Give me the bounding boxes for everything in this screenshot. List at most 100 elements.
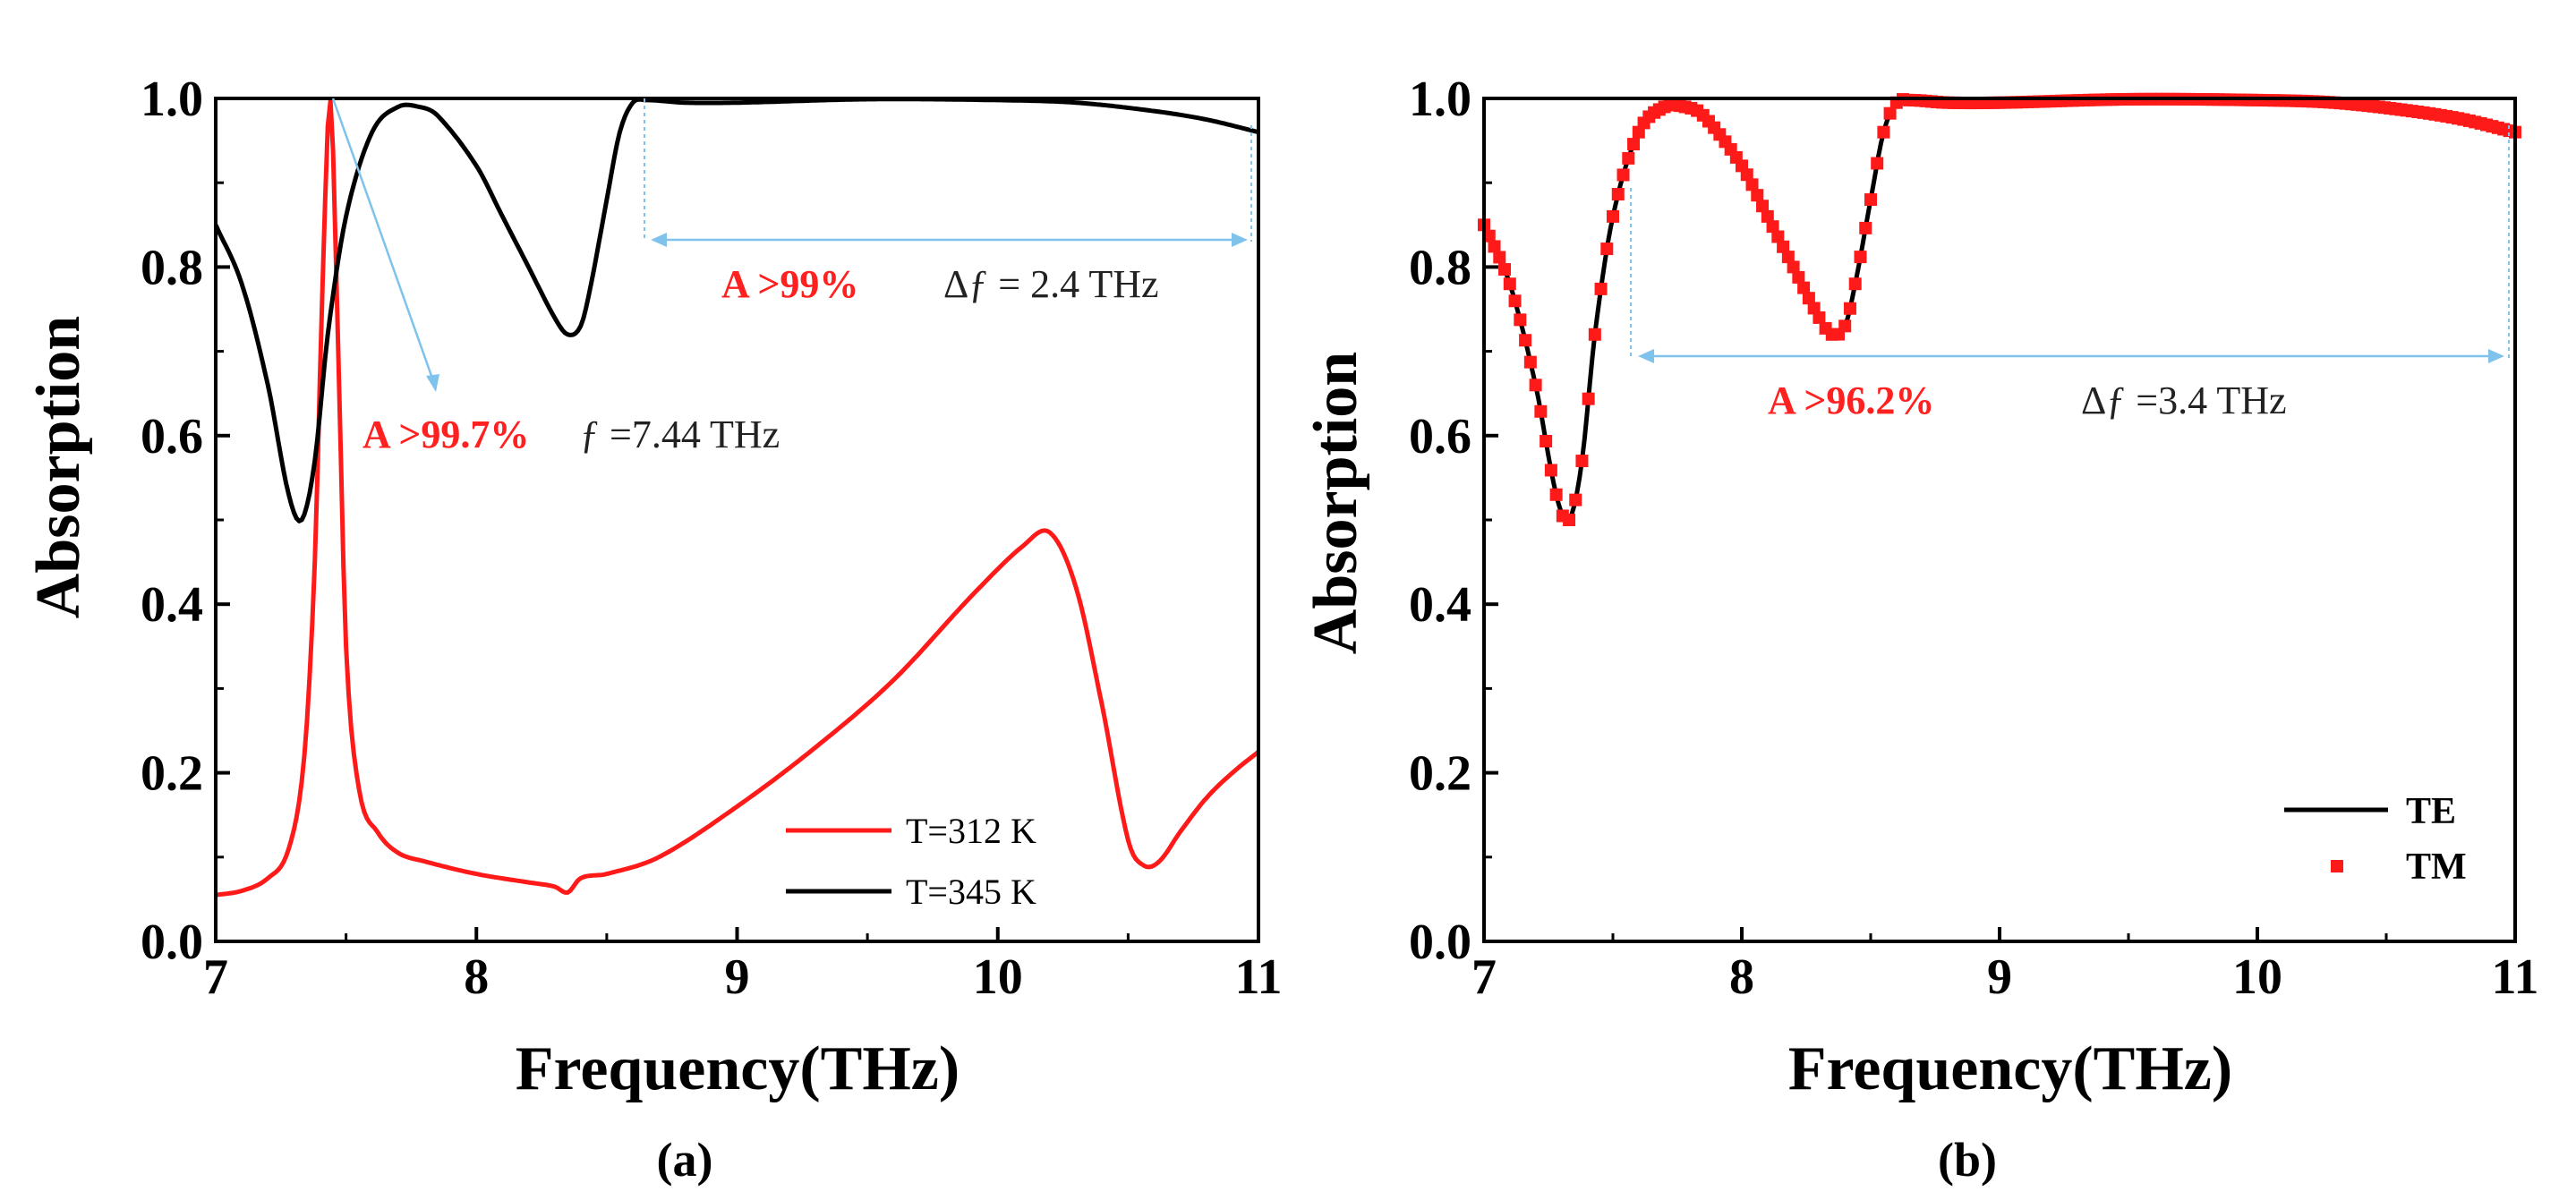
panel-b-legend-swatch-tm [2331, 860, 2343, 872]
panel-a-annotation-peak-frequency: ƒ =7.44 THz [580, 413, 780, 456]
panel-b-series-tm-marker [1864, 193, 1877, 207]
panel-b-series-tm-marker [1588, 328, 1601, 341]
panel-b-series-tm-marker [1877, 125, 1890, 139]
panel-b-annotation-band-value: A >96.2% [1768, 379, 1934, 422]
panel-b-ylabel: Absorption [1301, 352, 1370, 654]
panel-b-series-tm-marker [1503, 277, 1516, 291]
panel-b-series-tm-marker [1756, 200, 1770, 213]
panel-b-series-tm-marker [1792, 270, 1805, 284]
panel-a-x-tick-label: 7 [203, 949, 228, 1005]
panel-b-series-tm-marker [1594, 282, 1608, 295]
panel-a-legend: T=312 K T=345 K [786, 811, 1036, 912]
panel-b-legend-label-tm: TM [2406, 847, 2467, 888]
panel-b-series-tm-marker [1797, 281, 1811, 294]
panel-b-legend: TE TM [2284, 791, 2467, 888]
panel-b-series-tm-marker [1761, 209, 1774, 223]
panel-b-series-tm-marker [1488, 240, 1501, 253]
panel-b-series-tm-marker [1582, 392, 1595, 405]
panel-b-series-tm-marker [1777, 240, 1790, 253]
panel-b-series-tm-marker [1534, 404, 1548, 418]
panel-b-series-tm-marker [1616, 168, 1630, 182]
panel-b-series-tm-marker [1569, 493, 1582, 506]
panel-b-bandwidth-arrowhead-left [1638, 349, 1654, 363]
panel-a-y-tick-label: 1.0 [141, 72, 203, 127]
panel-b-annotation-band-width: Δƒ =3.4 THz [2081, 379, 2287, 422]
panel-a-x-tick-label: 10 [973, 949, 1023, 1005]
panel-b-series-tm-marker [1813, 311, 1826, 324]
panel-a: Absorption Frequency(THz) (a) 7 8 9 10 11 0.0… [24, 72, 1282, 1187]
panel-b-series-tm-marker [1627, 138, 1641, 151]
panel-a-legend-label-312k: T=312 K [906, 811, 1036, 851]
panel-b-y-tick-label: 0.0 [1409, 915, 1471, 970]
panel-b-series-tm-marker [1871, 157, 1884, 170]
panel-a-label: (a) [657, 1133, 713, 1187]
panel-b-x-tick-label: 7 [1471, 949, 1497, 1005]
panel-b-series-tm-marker [1622, 151, 1635, 165]
panel-b-series-tm-marker [1854, 251, 1867, 264]
panel-a-series-t-345-k-line [213, 97, 1259, 523]
panel-b-label: (b) [1938, 1133, 1997, 1187]
panel-b-series-tm-marker [1802, 292, 1815, 305]
panel-b-series-tm-marker [1883, 106, 1897, 120]
panel-a-annotation-band-width: Δƒ = 2.4 THz [943, 262, 1159, 306]
panel-b-series-tm-marker [1514, 313, 1527, 327]
panel-b-series-tm-marker [1523, 355, 1537, 369]
panel-b-series-tm-marker [1611, 188, 1625, 201]
panel-b-series-tm-marker [1493, 251, 1506, 264]
panel-b-series-tm-marker [1787, 260, 1800, 274]
panel-b: Absorption Frequency(THz) (b) 7 8 9 10 11 0.0… [1301, 72, 2538, 1187]
panel-b-series-tm-marker [1771, 230, 1785, 243]
panel-b-frame [1482, 97, 2517, 943]
panel-b-series-tm-marker [1508, 294, 1522, 308]
panel-a-arrow-peak [331, 98, 438, 389]
panel-b-series-tm-marker [1600, 243, 1614, 256]
panel-a-frame [214, 97, 1260, 943]
panel-b-series-te-line [1481, 97, 2516, 523]
panel-b-series-tm-marker [1519, 334, 1532, 347]
panel-b-series-tm-marker [1745, 178, 1759, 191]
panel-a-legend-label-345k: T=345 K [906, 872, 1036, 912]
panel-b-series-tm-marker [1540, 434, 1553, 447]
panel-a-series-t-312-k-line [215, 98, 1260, 898]
panel-b-series-tm-marker [1549, 488, 1563, 501]
panel-a-x-tick-label: 9 [725, 949, 750, 1005]
panel-b-series-tm-marker [1607, 209, 1619, 223]
panel-a-bandwidth-arrowhead-left [651, 233, 667, 247]
panel-a-x-tick-label: 8 [464, 949, 489, 1005]
panel-b-series-tm-marker [1544, 464, 1557, 477]
panel-b-series-tm-marker [1751, 189, 1764, 202]
panel-a-y-tick-label: 0.0 [141, 915, 203, 970]
panel-b-x-tick-label: 10 [2232, 949, 2282, 1005]
panel-b-series-tm-marker [1498, 263, 1512, 277]
panel-b-y-tick-label: 0.8 [1409, 240, 1471, 295]
panel-b-x-tick-label: 9 [1987, 949, 2012, 1005]
panel-b-y-tick-label: 0.6 [1409, 409, 1471, 464]
panel-a-y-tick-label: 0.2 [141, 746, 203, 802]
panel-b-series-tm-marker [1482, 229, 1496, 243]
panel-b-series-tm-marker [1740, 168, 1753, 182]
panel-b-series-tm-marker [1575, 455, 1589, 468]
panel-b-series-tm-marker [1838, 319, 1852, 333]
panel-b-x-tick-label: 8 [1729, 949, 1754, 1005]
panel-b-series-tm-marker [1807, 302, 1821, 315]
panel-b-series-tm-marker [1529, 379, 1542, 392]
panel-b-series-tm-marker [1781, 251, 1795, 264]
panel-a-xlabel: Frequency(THz) [516, 1034, 960, 1103]
panel-a-x-tick-label: 11 [1235, 949, 1283, 1005]
panel-b-bandwidth-arrowhead-right [2488, 349, 2504, 363]
panel-a-annotation-band-value: A >99% [721, 262, 858, 306]
panel-a-y-tick-label: 0.4 [141, 577, 203, 633]
panel-a-y-tick-label: 0.6 [141, 409, 203, 464]
panel-b-series-tm-marker [1848, 277, 1862, 291]
panel-a-arrowhead-peak [426, 374, 439, 392]
panel-b-legend-label-te: TE [2406, 791, 2456, 832]
panel-b-y-tick-label: 0.4 [1409, 577, 1471, 633]
panel-b-y-tick-label: 0.2 [1409, 746, 1471, 802]
panel-b-series-tm-marker [1766, 220, 1779, 234]
panel-b-xlabel: Frequency(THz) [1788, 1034, 2232, 1103]
panel-a-ylabel: Absorption [24, 316, 93, 618]
panel-b-series-tm-marker [1859, 221, 1872, 234]
panel-a-y-tick-label: 0.8 [141, 240, 203, 295]
panel-a-annotation-peak-value: A >99.7% [363, 413, 529, 456]
